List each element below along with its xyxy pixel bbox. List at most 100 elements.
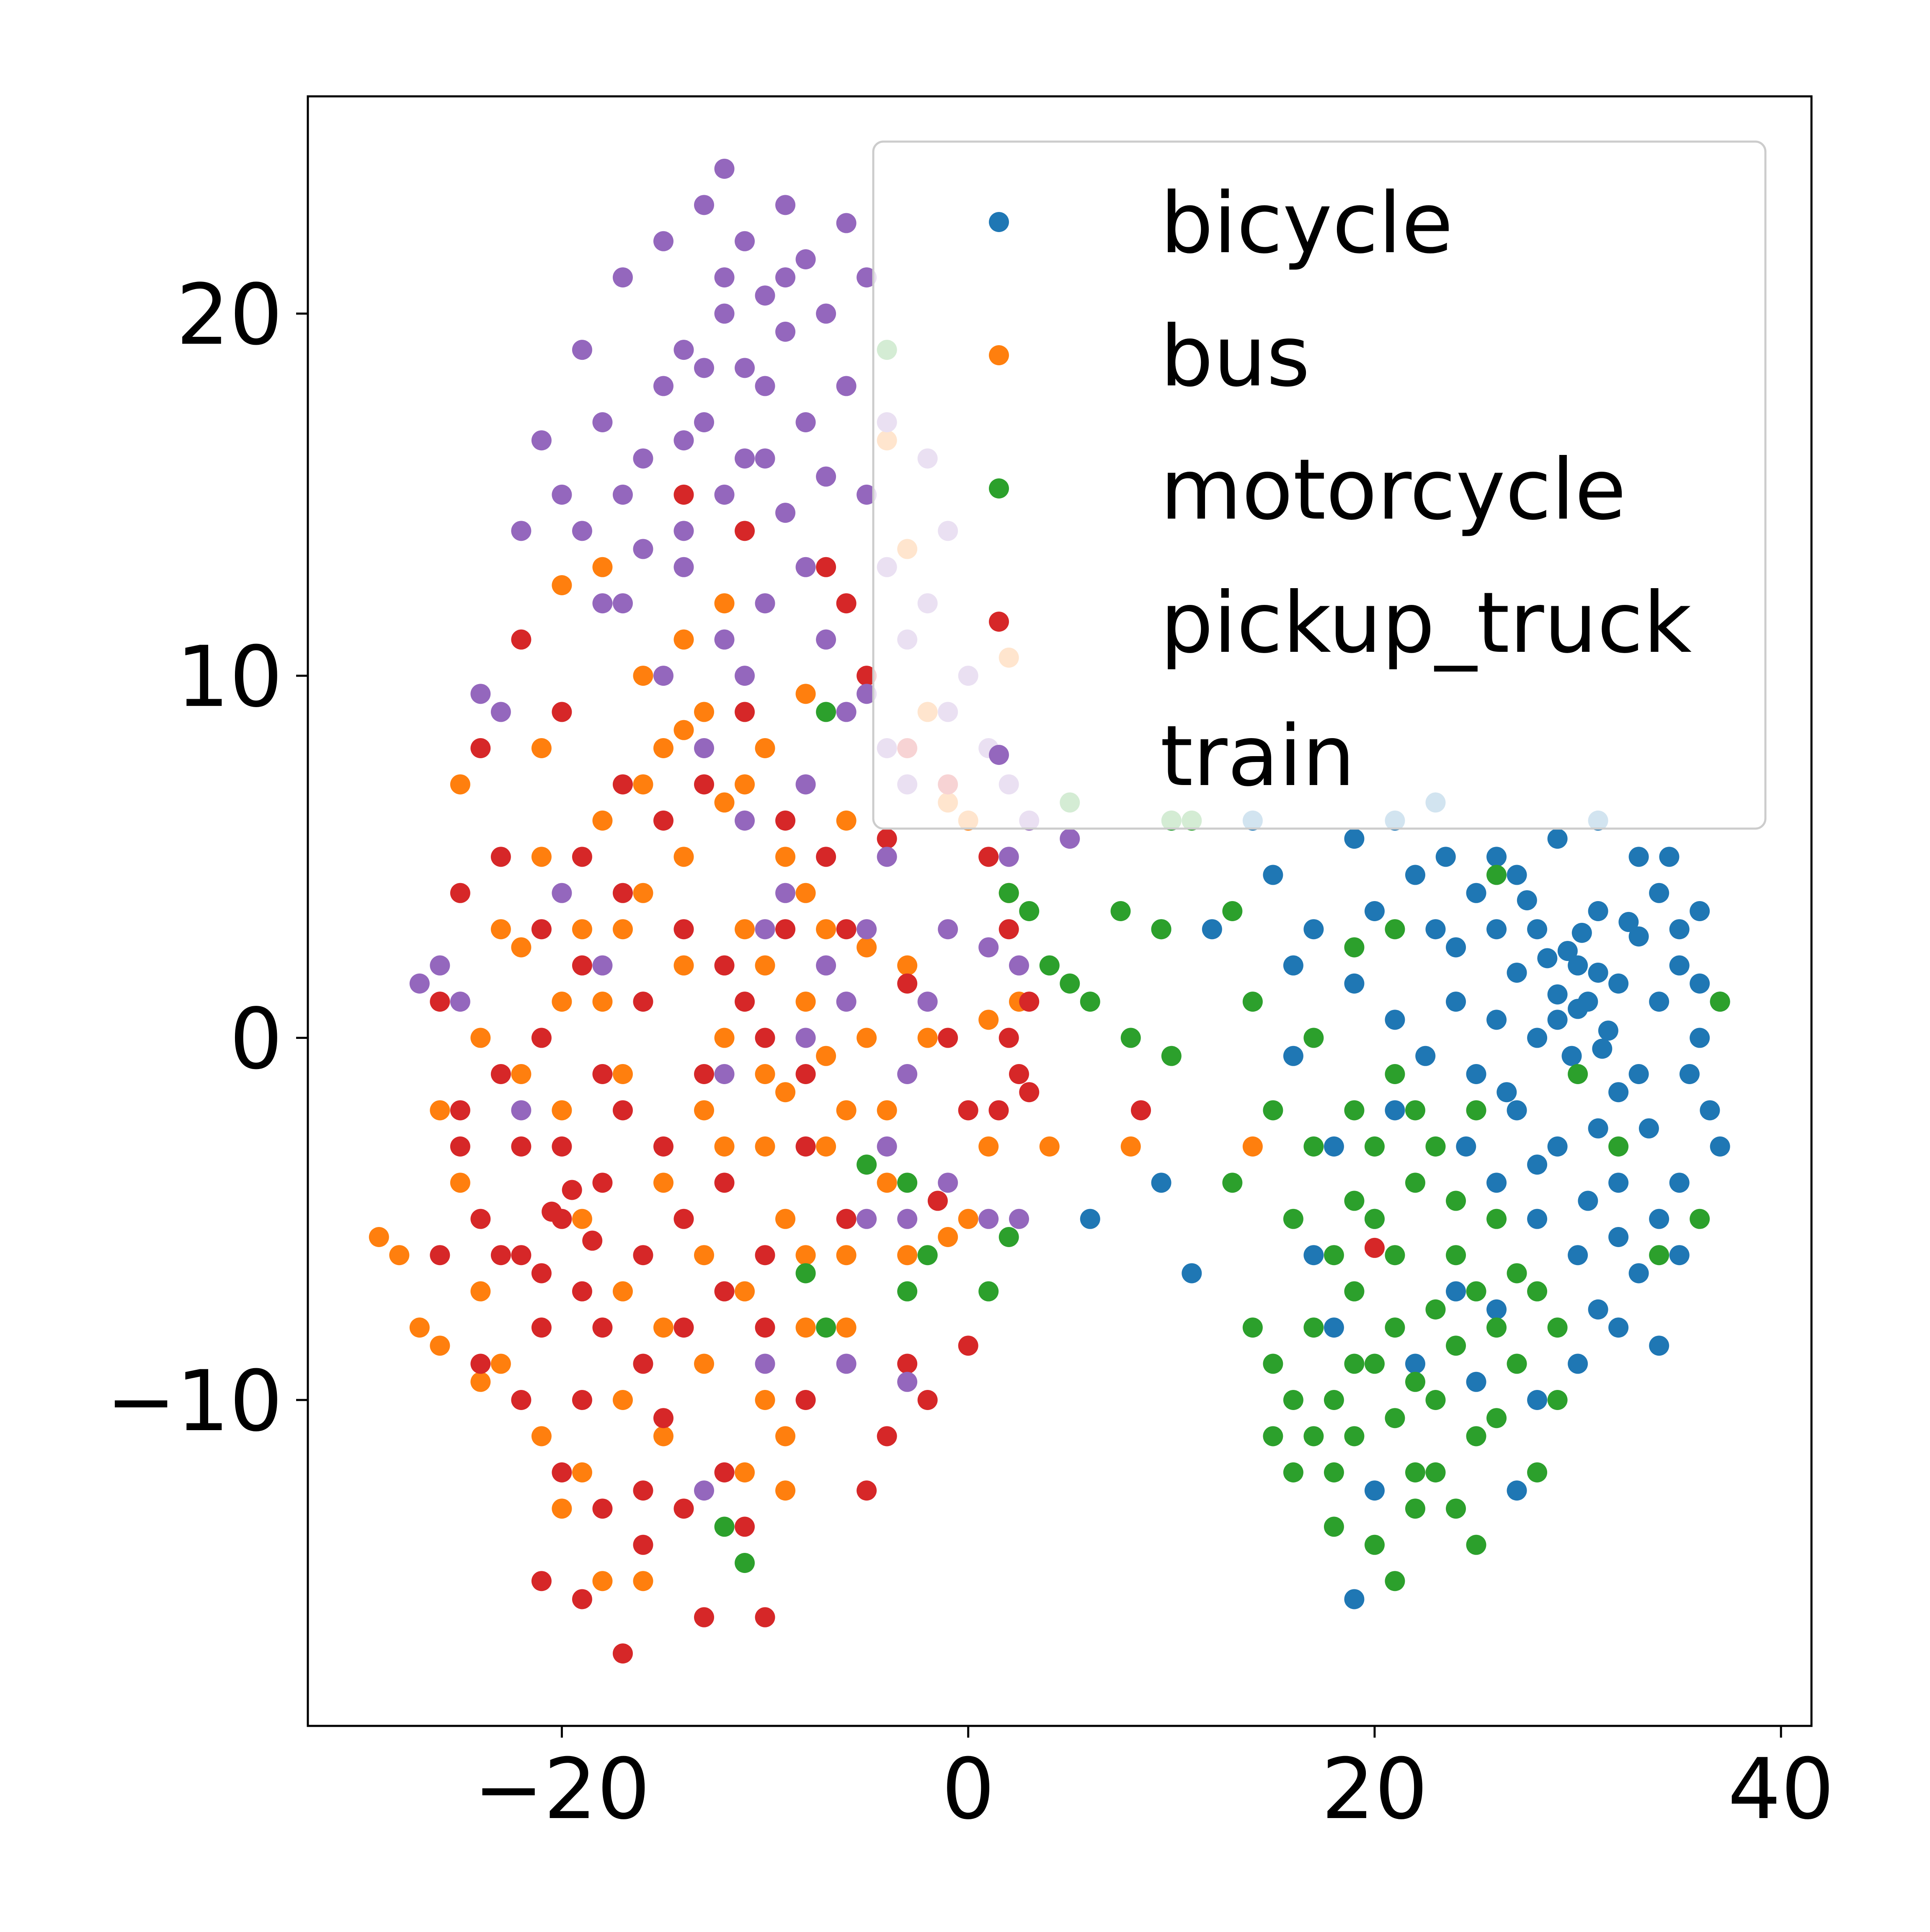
- point-train: [857, 267, 877, 288]
- point-bus: [958, 1209, 978, 1229]
- point-bicycle: [1435, 847, 1456, 867]
- point-pickup-truck: [490, 847, 511, 867]
- point-bicycle: [1608, 1317, 1629, 1338]
- point-motorcycle: [1486, 1408, 1507, 1428]
- point-pickup-truck: [988, 1100, 1009, 1121]
- point-train: [1060, 829, 1080, 849]
- point-bus: [552, 1100, 572, 1121]
- point-bus: [714, 1136, 735, 1157]
- point-motorcycle: [1161, 1046, 1182, 1066]
- point-bus: [633, 774, 653, 795]
- point-motorcycle: [1303, 1317, 1324, 1338]
- point-bus: [511, 937, 532, 958]
- legend-label-motorcycle: motorcycle: [1160, 441, 1626, 539]
- point-train: [857, 684, 877, 704]
- point-pickup-truck: [755, 1028, 775, 1048]
- point-pickup-truck: [490, 1245, 511, 1266]
- point-bicycle: [1486, 1299, 1507, 1320]
- point-bicycle: [1303, 1245, 1324, 1266]
- point-train: [897, 1064, 918, 1084]
- point-pickup-truck: [612, 774, 633, 795]
- point-bus: [612, 919, 633, 940]
- point-train: [572, 521, 592, 541]
- point-train: [836, 1353, 857, 1374]
- point-bicycle: [1263, 865, 1283, 885]
- series-motorcycle: [714, 340, 1730, 1591]
- point-pickup-truck: [572, 955, 592, 976]
- point-train: [897, 1209, 918, 1229]
- point-bicycle: [1456, 1136, 1476, 1157]
- point-pickup-truck: [927, 1191, 948, 1211]
- point-bus: [490, 919, 511, 940]
- point-motorcycle: [1466, 1100, 1486, 1121]
- x-tick-label: −20: [473, 1741, 650, 1838]
- point-pickup-truck: [1131, 1100, 1151, 1121]
- point-pickup-truck: [877, 1426, 897, 1446]
- legend-label-bicycle: bicycle: [1160, 175, 1453, 272]
- point-motorcycle: [1364, 1209, 1385, 1229]
- point-bicycle: [1385, 1100, 1405, 1121]
- point-pickup-truck: [795, 1136, 816, 1157]
- point-bus: [775, 847, 796, 867]
- point-train: [470, 684, 491, 704]
- point-motorcycle: [1425, 1462, 1446, 1483]
- point-bicycle: [1517, 890, 1537, 911]
- point-train: [653, 666, 673, 686]
- point-motorcycle: [1120, 1028, 1141, 1048]
- point-pickup-truck: [978, 847, 999, 867]
- point-bicycle: [1497, 1082, 1517, 1103]
- point-motorcycle: [1446, 1498, 1466, 1519]
- point-bus: [694, 1245, 715, 1266]
- point-motorcycle: [1344, 1191, 1365, 1211]
- point-train: [775, 267, 796, 288]
- point-motorcycle: [1527, 1462, 1548, 1483]
- point-motorcycle: [1364, 1136, 1385, 1157]
- point-bus: [755, 1390, 775, 1410]
- point-pickup-truck: [999, 1028, 1019, 1048]
- point-train: [775, 503, 796, 523]
- point-train: [795, 1028, 816, 1048]
- point-bicycle: [1690, 973, 1710, 994]
- point-train: [592, 955, 613, 976]
- point-train: [978, 937, 999, 958]
- point-motorcycle: [1486, 1209, 1507, 1229]
- point-bus: [735, 1462, 755, 1483]
- point-train: [612, 593, 633, 614]
- point-pickup-truck: [795, 1390, 816, 1410]
- point-motorcycle: [1222, 901, 1243, 921]
- point-bicycle: [1364, 1480, 1385, 1501]
- point-bicycle: [1628, 1064, 1649, 1084]
- point-train: [755, 376, 775, 396]
- point-train: [877, 847, 897, 867]
- point-train: [755, 1353, 775, 1374]
- point-bicycle: [1608, 1227, 1629, 1247]
- point-pickup-truck: [450, 1100, 470, 1121]
- point-motorcycle: [1507, 1263, 1527, 1284]
- x-tick-label: 0: [942, 1741, 995, 1838]
- y-tick-label: 10: [176, 628, 283, 726]
- point-bus: [1039, 1136, 1060, 1157]
- point-train: [938, 919, 958, 940]
- point-bus: [836, 810, 857, 831]
- point-bus: [389, 1245, 410, 1266]
- point-pickup-truck: [1364, 1237, 1385, 1258]
- point-train: [511, 1100, 532, 1121]
- point-bus: [694, 1353, 715, 1374]
- point-bicycle: [1466, 883, 1486, 903]
- point-motorcycle: [1263, 1426, 1283, 1446]
- point-pickup-truck: [592, 1064, 613, 1084]
- point-train: [735, 666, 755, 686]
- point-motorcycle: [1425, 1299, 1446, 1320]
- point-bicycle: [1527, 1028, 1548, 1048]
- point-pickup-truck: [673, 919, 694, 940]
- point-bus: [572, 919, 592, 940]
- legend-marker-bicycle: [989, 212, 1009, 232]
- point-bicycle: [1547, 1136, 1568, 1157]
- point-motorcycle: [1710, 992, 1730, 1012]
- point-pickup-truck: [582, 1230, 603, 1251]
- point-bicycle: [1669, 919, 1690, 940]
- point-train: [694, 738, 715, 758]
- point-motorcycle: [1263, 1100, 1283, 1121]
- point-bus: [552, 1498, 572, 1519]
- point-pickup-truck: [511, 1136, 532, 1157]
